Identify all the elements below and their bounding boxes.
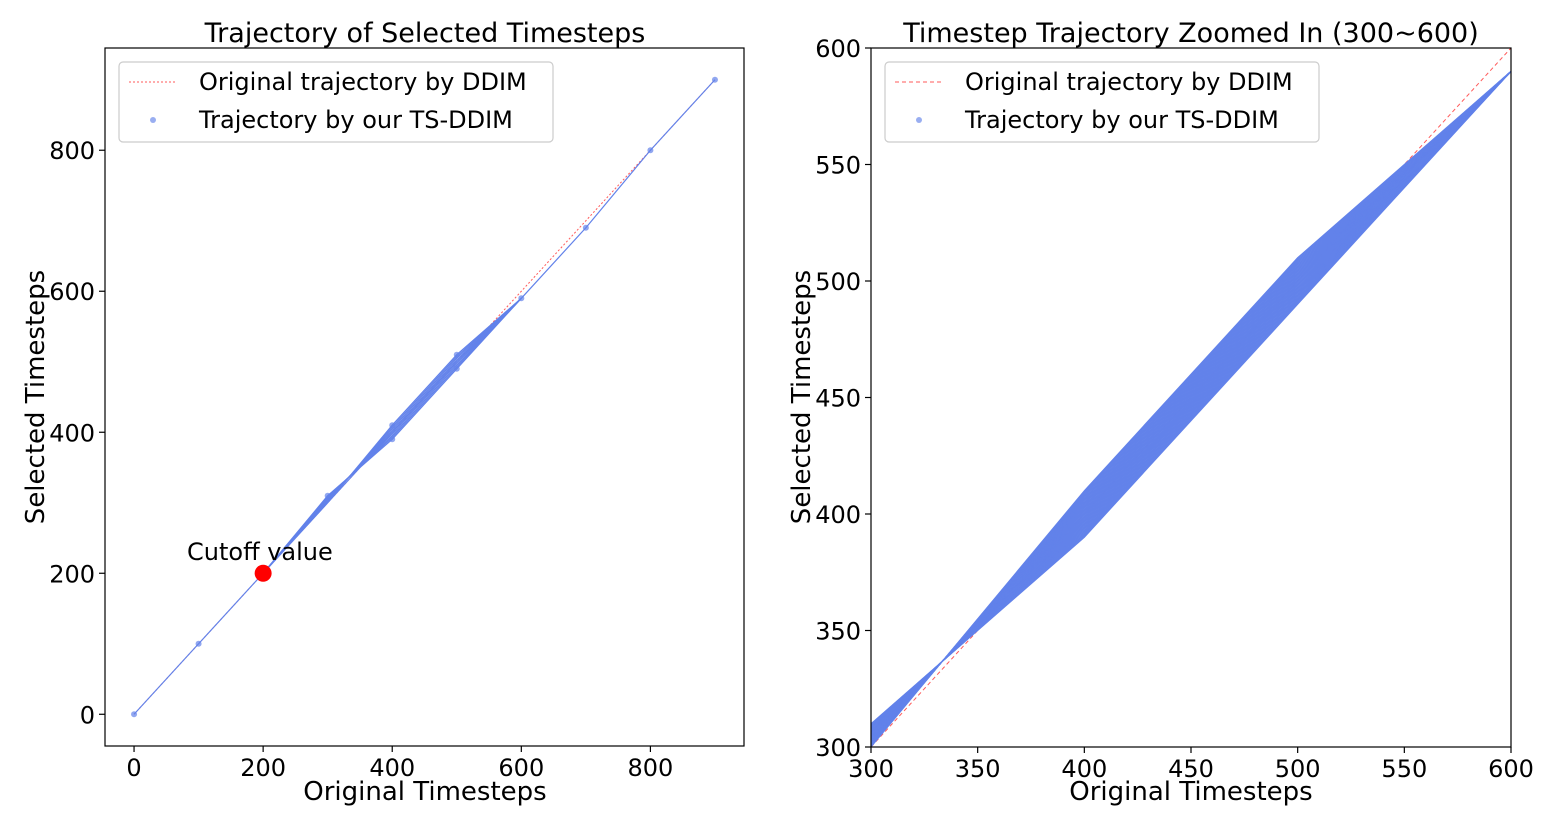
chart-right-legend-box [884, 61, 1320, 143]
x-tick-label: 800 [628, 754, 674, 782]
chart-left-ticks: 0 200 400 600 800 0 200 400 600 800 [49, 137, 673, 782]
chart-right-y-axis-label: Selected Timesteps [787, 270, 817, 524]
chart-right: Timestep Trajectory Zoomed In (300~600) … [787, 18, 1534, 807]
y-tick-label: 550 [815, 152, 861, 180]
legend-tsddim-label: Trajectory by our TS-DDIM [964, 106, 1279, 134]
tsddim-point [389, 436, 396, 443]
chart-right-x-axis-label: Original Timesteps [1069, 777, 1312, 807]
chart-left: Trajectory of Selected Timesteps 0 200 400… [21, 18, 745, 807]
y-tick-label: 600 [49, 278, 95, 306]
y-tick-label: 0 [80, 701, 95, 729]
x-tick-label: 550 [1381, 755, 1427, 783]
y-tick-label: 400 [815, 501, 861, 529]
tsddim-point [582, 224, 589, 231]
y-tick-label: 200 [49, 560, 95, 588]
x-tick-label: 300 [848, 755, 894, 783]
y-tick-label: 500 [815, 268, 861, 296]
chart-right-legend: Original trajectory by DDIM Trajectory b… [884, 61, 1320, 143]
legend-tsddim-label: Trajectory by our TS-DDIM [198, 106, 513, 134]
chart-left-legend: Original trajectory by DDIM Trajectory b… [118, 61, 554, 143]
x-tick-label: 400 [369, 754, 415, 782]
tsddim-point [131, 711, 138, 718]
chart-left-legend-box [118, 61, 554, 143]
chart-left-y-axis-label: Selected Timesteps [21, 270, 51, 524]
legend-ddim-label: Original trajectory by DDIM [199, 68, 527, 96]
x-tick-label: 500 [1275, 755, 1321, 783]
tsddim-point [453, 365, 460, 372]
chart-left-axes-frame [104, 47, 745, 747]
tsddim-point [389, 422, 396, 429]
chart-left-x-axis-label: Original Timesteps [303, 777, 546, 807]
tsddim-point [711, 76, 718, 83]
chart-right-title: Timestep Trajectory Zoomed In (300~600) [902, 18, 1479, 49]
chart-left-title: Trajectory of Selected Timesteps [204, 18, 646, 49]
x-tick-label: 600 [1488, 755, 1534, 783]
tsddim-point [453, 351, 460, 358]
legend-ddim-label: Original trajectory by DDIM [965, 68, 1293, 96]
ddim-line [133, 79, 716, 715]
x-tick-label: 0 [126, 754, 141, 782]
y-tick-label: 800 [49, 137, 95, 165]
x-tick-label: 450 [1168, 755, 1214, 783]
tsddim-point [647, 147, 654, 154]
chart-right-ticks: 300 350 400 450 500 550 600 300 350 400 450 500 550 6… [815, 35, 1534, 783]
tsddim-trajectory-line [871, 70, 1511, 747]
y-tick-label: 600 [815, 35, 861, 63]
y-tick-label: 300 [815, 734, 861, 762]
chart-right-plot-area [871, 48, 1511, 747]
chart-left-plot-area [131, 76, 718, 718]
cutoff-marker [254, 564, 272, 582]
tsddim-point [195, 640, 202, 647]
y-tick-label: 400 [49, 419, 95, 447]
x-tick-label: 400 [1061, 755, 1107, 783]
legend-tsddim-swatch [150, 117, 156, 123]
x-tick-label: 350 [955, 755, 1001, 783]
tsddim-point [518, 295, 525, 302]
cutoff-annotation: Cutoff value [187, 538, 333, 566]
legend-tsddim-swatch [916, 117, 922, 123]
y-tick-label: 450 [815, 385, 861, 413]
x-tick-label: 200 [240, 754, 286, 782]
tsddim-main-line [133, 79, 716, 715]
y-tick-label: 350 [815, 618, 861, 646]
x-tick-label: 600 [498, 754, 544, 782]
tsddim-point [324, 492, 331, 499]
